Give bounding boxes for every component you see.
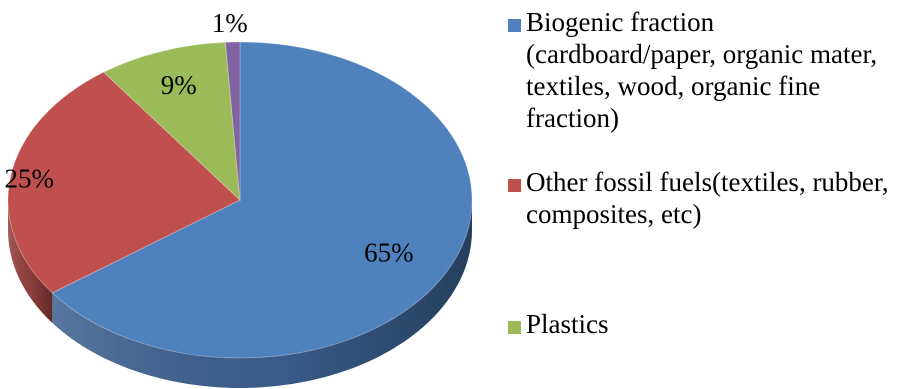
data-label: 1% bbox=[212, 8, 248, 38]
data-label: 65% bbox=[364, 238, 414, 268]
pie-slice-plastics bbox=[102, 41, 241, 202]
legend-item: Other fossil fuels(textiles, rubber, com… bbox=[508, 166, 908, 308]
data-label: 25% bbox=[4, 163, 54, 193]
legend-item: Plastics bbox=[508, 308, 908, 340]
legend-swatch-plastics bbox=[508, 321, 521, 334]
pie-chart-svg: 65% 25% 9% 1% bbox=[4, 8, 473, 388]
pie-side-1 bbox=[8, 200, 53, 323]
pie-side-0 bbox=[52, 200, 473, 388]
pie-side-walls bbox=[8, 200, 473, 388]
legend-label-biogenic: Biogenic fraction (cardboard/paper, orga… bbox=[526, 7, 878, 133]
legend-item: Biogenic fraction (cardboard/paper, orga… bbox=[508, 6, 908, 166]
legend-label-other-fossil: Other fossil fuels(textiles, rubber, com… bbox=[526, 167, 889, 229]
pie-slice-biogenic-fraction-ca bbox=[51, 41, 473, 359]
pie-slice-other-fossil-fuels-t bbox=[7, 71, 241, 294]
chart-legend: Biogenic fraction (cardboard/paper, orga… bbox=[508, 6, 908, 340]
legend-swatch-biogenic bbox=[508, 19, 521, 32]
legend-label-plastics: Plastics bbox=[526, 309, 609, 339]
pie-data-labels: 65% 25% 9% 1% bbox=[4, 8, 413, 268]
legend-swatch-other-fossil bbox=[508, 179, 521, 192]
pie-slice-other bbox=[224, 41, 241, 201]
pie-slices bbox=[7, 41, 473, 359]
data-label: 9% bbox=[161, 70, 197, 100]
